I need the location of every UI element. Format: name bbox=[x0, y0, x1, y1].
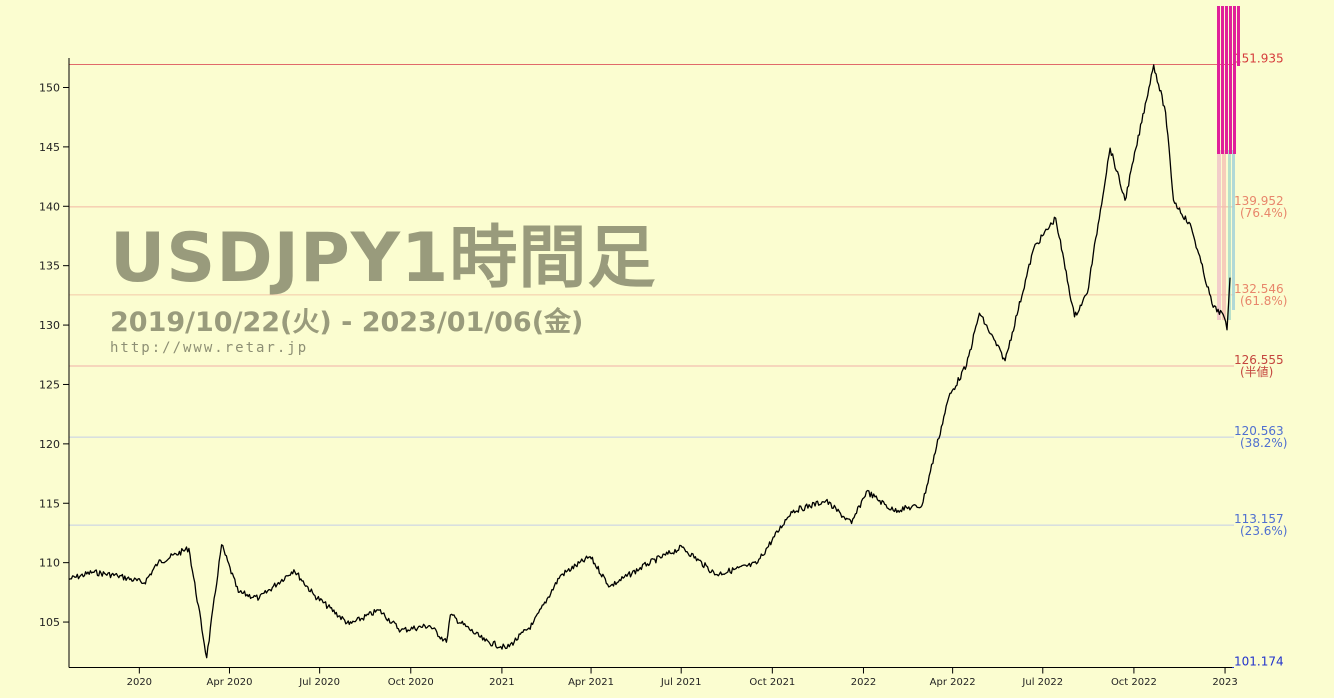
x-tick-label-9: Apr 2022 bbox=[930, 677, 976, 688]
chart-title-block: USDJPY1時間足 2019/10/22(火) - 2023/01/06(金)… bbox=[110, 219, 656, 356]
level-label-3: 126.555 bbox=[1234, 353, 1284, 367]
chart-title: USDJPY1時間足 bbox=[110, 219, 656, 298]
y-tick-label-110: 110 bbox=[39, 557, 60, 570]
y-tick-label-135: 135 bbox=[39, 260, 60, 273]
y-tick-label-150: 150 bbox=[39, 81, 60, 94]
level-label-2: 132.546 bbox=[1234, 282, 1284, 296]
event-markers bbox=[1217, 6, 1240, 320]
level-pct-4: (38.2%) bbox=[1240, 436, 1287, 450]
x-tick-label-5: Apr 2021 bbox=[568, 677, 614, 688]
y-tick-label-120: 120 bbox=[39, 438, 60, 451]
x-tick-label-6: Jul 2021 bbox=[660, 677, 702, 688]
series-line-usdjpy bbox=[68, 64, 1231, 659]
y-tick-label-130: 130 bbox=[39, 319, 60, 332]
level-label-0: 151.935 bbox=[1234, 52, 1284, 66]
date-range: 2019/10/22(火) - 2023/01/06(金) bbox=[110, 306, 583, 338]
x-tick-label-10: Jul 2022 bbox=[1021, 677, 1063, 688]
y-tick-label-115: 115 bbox=[39, 497, 60, 510]
y-tick-label-125: 125 bbox=[39, 378, 60, 391]
level-label-6: 101.174 bbox=[1234, 655, 1284, 669]
y-tick-label-145: 145 bbox=[39, 141, 60, 154]
x-tick-label-2: Jul 2020 bbox=[298, 677, 340, 688]
x-tick-label-7: Oct 2021 bbox=[749, 677, 795, 688]
level-pct-2: (61.8%) bbox=[1240, 294, 1287, 308]
level-pct-1: (76.4%) bbox=[1240, 206, 1287, 220]
site-url: http://www.retar.jp bbox=[110, 340, 308, 356]
level-label-1: 139.952 bbox=[1234, 194, 1284, 208]
fibonacci-levels: 151.935 139.952(76.4%) 132.546(61.8%) 126.5… bbox=[69, 52, 1287, 669]
level-pct-3: (半値) bbox=[1240, 364, 1273, 379]
axes: 105 110 115 120 125 130 135 140 145 150 2020 Apr 20… bbox=[39, 58, 1238, 688]
level-pct-5: (23.6%) bbox=[1240, 524, 1287, 538]
level-label-4: 120.563 bbox=[1234, 424, 1284, 438]
x-tick-label-1: Apr 2020 bbox=[207, 677, 253, 688]
x-tick-label-3: Oct 2020 bbox=[388, 677, 434, 688]
x-tick-label-12: 2023 bbox=[1212, 677, 1237, 688]
x-tick-label-0: 2020 bbox=[127, 677, 152, 688]
y-tick-label-140: 140 bbox=[39, 200, 60, 213]
y-tick-label-105: 105 bbox=[39, 616, 60, 629]
x-tick-label-11: Oct 2022 bbox=[1111, 677, 1157, 688]
level-label-5: 113.157 bbox=[1234, 512, 1284, 526]
x-tick-label-4: 2021 bbox=[489, 677, 514, 688]
x-tick-label-8: 2022 bbox=[851, 677, 876, 688]
